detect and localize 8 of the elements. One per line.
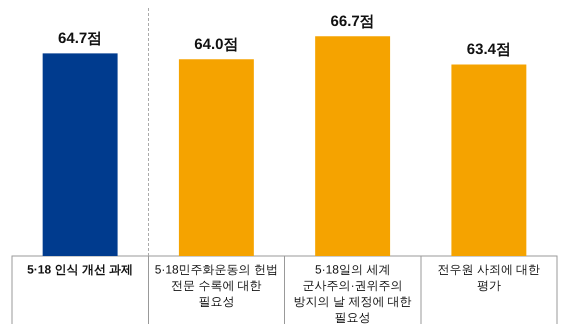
x-tick-label: 전우원 사죄에 대한 평가 bbox=[438, 262, 540, 292]
x-tick-label: 5·18 인식 개선 과제 bbox=[27, 262, 134, 276]
x-tick-label: 5·18일의 세계 군사주의·권위주의 방지의 날 제정에 대한 필요성 bbox=[294, 262, 412, 324]
data-label: 66.7점 bbox=[330, 12, 375, 30]
data-label: 63.4점 bbox=[466, 41, 511, 58]
data-label: 64.0점 bbox=[194, 36, 238, 53]
x-tick-label: 5·18민주화운동의 헌법 전문 수록에 대한 필요성 bbox=[154, 262, 278, 308]
data-label: 64.7점 bbox=[58, 30, 102, 47]
